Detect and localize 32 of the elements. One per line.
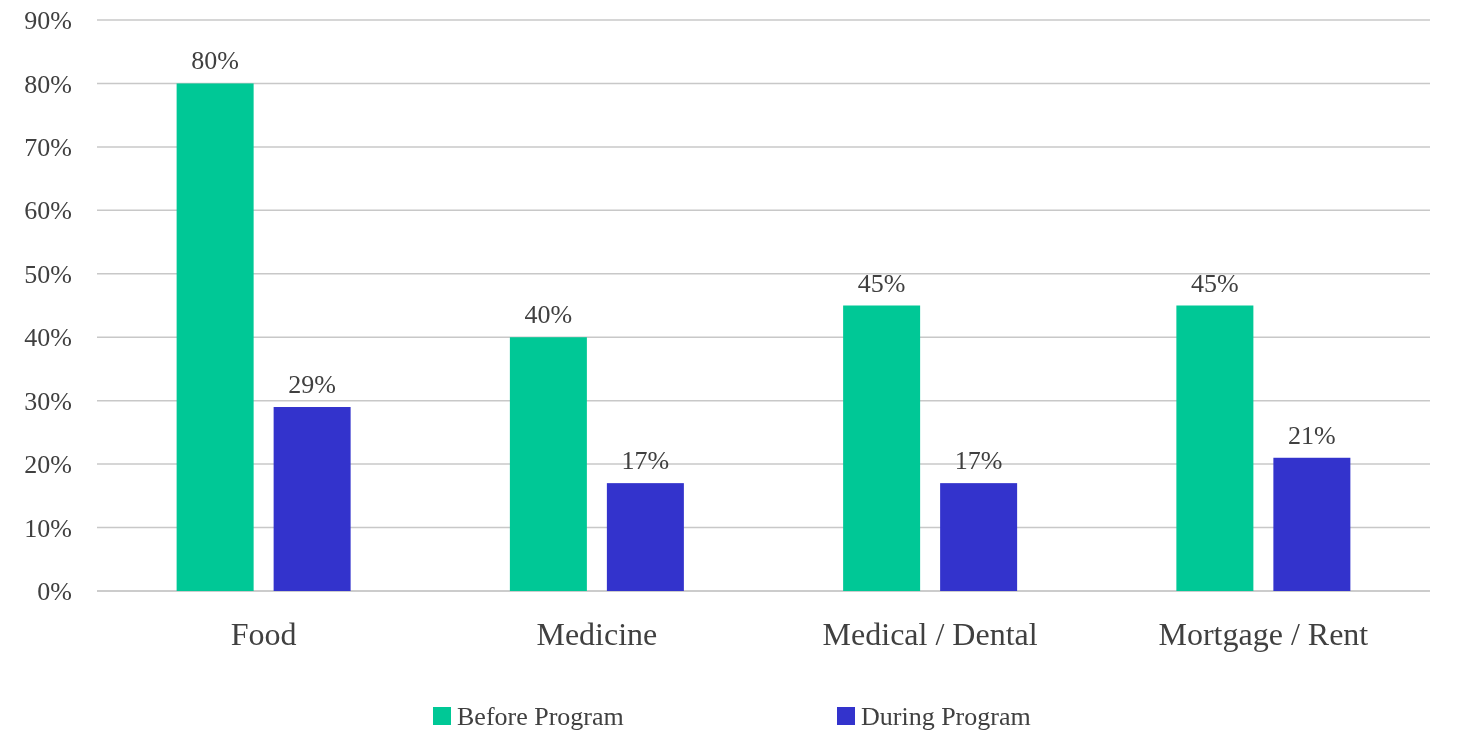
data-label: 29% [288,370,336,400]
bar [1273,457,1351,591]
data-label: 17% [954,446,1003,476]
data-label: 80% [191,46,239,76]
x-tick-label: Medical / Dental [822,616,1038,652]
y-tick-label: 10% [24,513,72,543]
y-tick-label: 20% [24,450,72,480]
data-label: 45% [857,268,906,298]
bar [606,483,684,591]
bar [176,83,254,591]
y-tick-label: 90% [24,6,72,36]
bar [509,337,587,591]
y-tick-label: 80% [24,69,72,99]
bar [1176,305,1254,591]
data-label: 45% [1191,268,1239,298]
x-tick-label: Mortgage / Rent [1158,616,1369,652]
bar [273,407,351,591]
data-label: 40% [524,300,573,330]
y-tick-label: 30% [24,386,72,416]
y-tick-label: 60% [24,196,72,226]
data-label: 17% [621,446,670,476]
y-tick-label: 50% [24,259,72,289]
data-label: 21% [1288,420,1336,450]
y-tick-label: 40% [24,323,72,353]
bar [843,305,921,591]
bar [940,483,1018,591]
legend-label: Before Program [457,702,624,731]
x-tick-label: Medicine [536,616,658,652]
y-tick-label: 70% [24,132,72,162]
x-tick-label: Food [230,616,297,652]
legend-label: During Program [861,702,1031,731]
y-tick-label: 0% [37,577,72,607]
